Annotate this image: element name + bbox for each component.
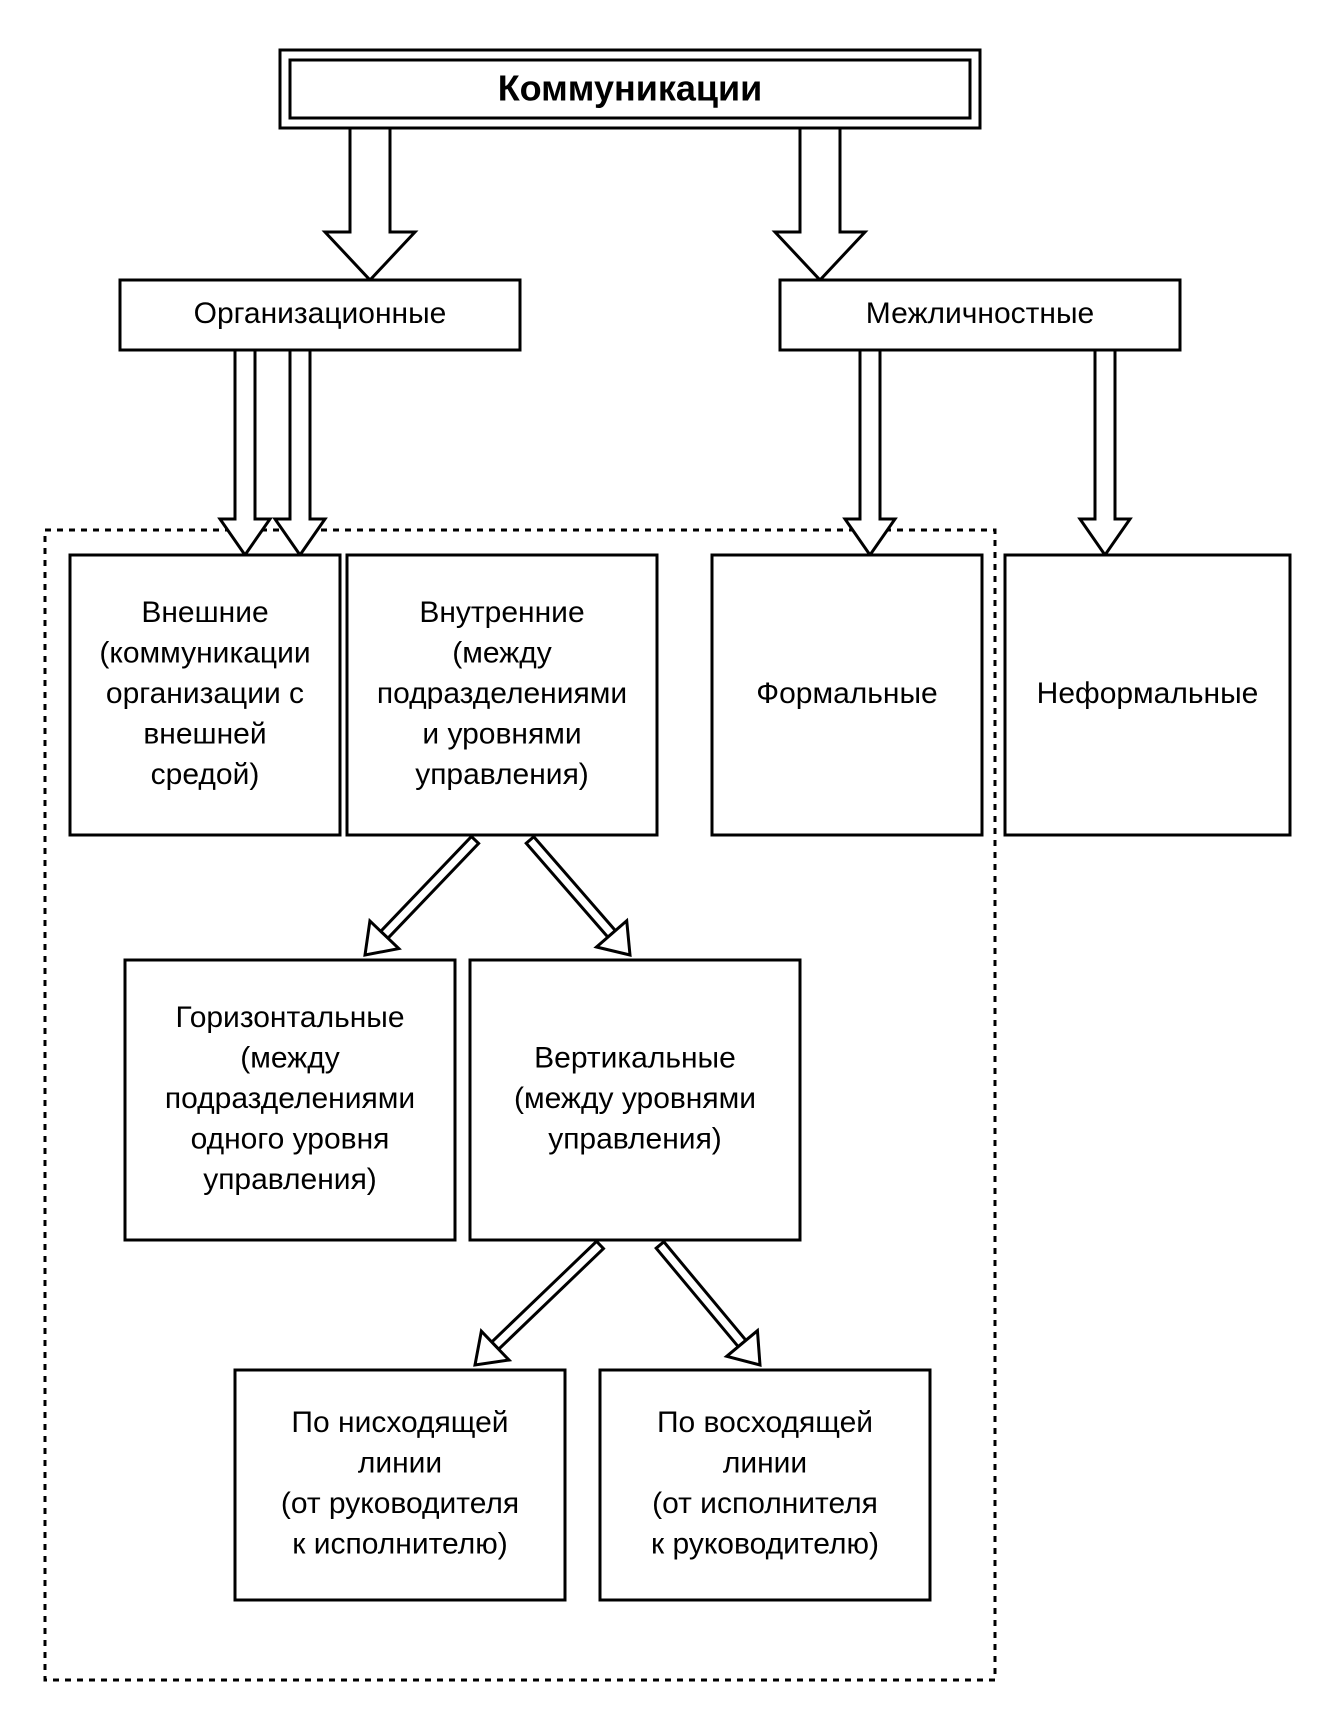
thin-arrow bbox=[656, 1242, 760, 1365]
node-internal: Внутренние (между подразделениями и уровням… bbox=[347, 555, 657, 835]
block-arrow bbox=[845, 350, 895, 555]
node-horizontal-label: (между bbox=[240, 1041, 340, 1074]
node-ascending-label: линии bbox=[723, 1447, 807, 1480]
node-descending: По нисходящей линии (от руководителя к испо… bbox=[235, 1370, 565, 1600]
node-horizontal-label: одного уровня bbox=[191, 1122, 390, 1155]
node-internal-label: подразделениями bbox=[377, 677, 627, 710]
node-ascending-label: к руководителю) bbox=[651, 1528, 879, 1561]
node-ascending-label: (от исполнителя bbox=[652, 1487, 878, 1520]
node-horizontal-label: Горизонтальные bbox=[175, 1001, 404, 1034]
node-formal: Формальные bbox=[712, 555, 982, 835]
node-vertical: Вертикальные (между уровнями управления) bbox=[470, 960, 800, 1240]
block-arrow bbox=[325, 128, 415, 280]
node-descending-label: (от руководителя bbox=[281, 1487, 519, 1520]
node-internal-label: Внутренние bbox=[419, 596, 584, 629]
node-horizontal: Горизонтальные (между подразделениями одног… bbox=[125, 960, 455, 1240]
node-external-label: организации с bbox=[106, 677, 304, 710]
node-organizational: Организационные bbox=[120, 280, 520, 350]
node-informal-label: Неформальные bbox=[1037, 677, 1259, 710]
node-external-label: внешней bbox=[143, 717, 266, 750]
node-external-label: Внешние bbox=[141, 596, 268, 629]
node-vertical-label: управления) bbox=[548, 1122, 722, 1155]
block-arrow bbox=[220, 350, 270, 555]
thin-arrow bbox=[475, 1241, 603, 1365]
block-arrow bbox=[775, 128, 865, 280]
diagram-canvas: Коммуникации Организационные Межличностны… bbox=[0, 0, 1325, 1713]
node-descending-label: к исполнителю) bbox=[292, 1528, 507, 1561]
node-organizational-label: Организационные bbox=[194, 297, 447, 330]
root-label: Коммуникации bbox=[498, 68, 763, 109]
node-vertical-label: Вертикальные bbox=[534, 1041, 736, 1074]
node-formal-label: Формальные bbox=[756, 677, 937, 710]
node-ascending-label: По восходящей bbox=[657, 1406, 873, 1439]
thin-arrow bbox=[526, 837, 630, 955]
node-interpersonal: Межличностные bbox=[780, 280, 1180, 350]
node-ascending: По восходящей линии (от исполнителя к руков… bbox=[600, 1370, 930, 1600]
node-informal: Неформальные bbox=[1005, 555, 1290, 835]
node-external-label: (коммуникации bbox=[99, 636, 310, 669]
thin-arrow bbox=[365, 837, 479, 955]
node-descending-label: линии bbox=[358, 1447, 442, 1480]
node-internal-label: и уровнями bbox=[422, 717, 581, 750]
block-arrow bbox=[275, 350, 325, 555]
node-root: Коммуникации bbox=[280, 50, 980, 128]
node-descending-label: По нисходящей bbox=[291, 1406, 508, 1439]
block-arrow bbox=[1080, 350, 1130, 555]
node-external-label: средой) bbox=[151, 758, 260, 791]
node-horizontal-label: подразделениями bbox=[165, 1082, 415, 1115]
node-external: Внешние (коммуникации организации с внешней… bbox=[70, 555, 340, 835]
node-internal-label: управления) bbox=[415, 758, 589, 791]
node-vertical-label: (между уровнями bbox=[514, 1082, 756, 1115]
node-horizontal-label: управления) bbox=[203, 1163, 377, 1196]
node-interpersonal-label: Межличностные bbox=[866, 297, 1094, 330]
node-internal-label: (между bbox=[452, 636, 552, 669]
